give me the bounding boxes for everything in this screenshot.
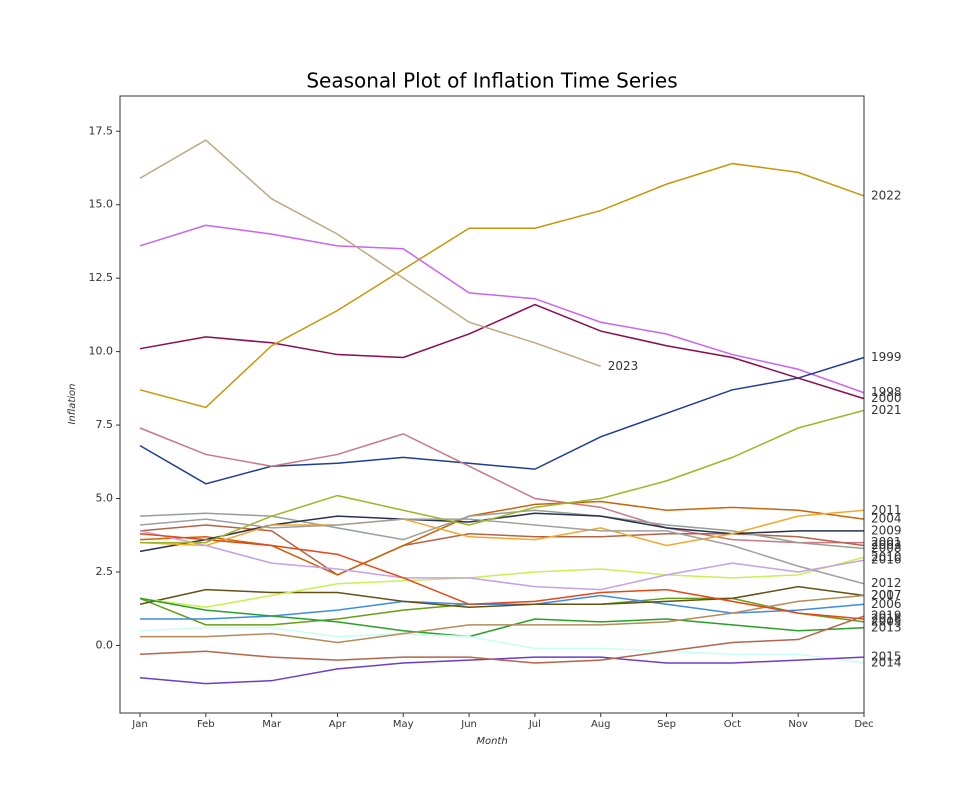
series-end-label: 2003	[871, 538, 902, 552]
series-end-label: 2021	[871, 403, 902, 417]
series-end-label: 1998	[871, 385, 902, 399]
series-line	[139, 509, 865, 547]
plot-frame	[119, 95, 865, 714]
series-line	[139, 597, 865, 638]
series-line	[139, 303, 865, 400]
y-axis-label: Inflation	[67, 383, 78, 424]
series-end-label: 2007	[871, 588, 902, 602]
series-line	[139, 615, 865, 664]
series-line	[139, 162, 865, 409]
y-tick-label: 7.5	[96, 418, 114, 431]
series-end-label: 2008	[871, 541, 902, 555]
series-line	[139, 656, 865, 685]
x-tick-label: Apr	[329, 719, 347, 730]
y-tick-label: 10.0	[89, 345, 114, 358]
y-tick-label: 2.5	[96, 565, 114, 578]
series-end-label: 2010	[871, 550, 902, 564]
series-end-label: 2018	[871, 611, 902, 625]
series-line	[139, 224, 865, 394]
series-end-label: 2005	[871, 614, 902, 628]
series-end-label: 1999	[871, 350, 902, 364]
series-end-label: 2000	[871, 391, 902, 405]
series-end-label: 2001	[871, 535, 902, 549]
series-line	[139, 533, 865, 620]
x-tick-label: May	[393, 719, 414, 730]
x-tick-label: Dec	[854, 719, 873, 730]
x-tick-label: Oct	[724, 719, 741, 730]
y-tick-label: 12.5	[89, 271, 114, 284]
y-tick-label: 0.0	[96, 638, 114, 651]
series-end-label: 2004	[871, 512, 902, 526]
series-line	[139, 512, 864, 553]
series-line	[139, 139, 601, 368]
series-line	[139, 585, 865, 608]
series-end-label: 2012	[871, 576, 902, 590]
series-line	[139, 627, 865, 664]
series-end-label: 2022	[871, 188, 902, 202]
series-end-label: 2014	[871, 656, 902, 670]
x-tick-label: Aug	[591, 719, 611, 730]
chart-title: Seasonal Plot of Inflation Time Series	[306, 69, 677, 93]
series-end-label: 2006	[871, 597, 902, 611]
series-line	[139, 530, 865, 591]
series-end-label: 2015	[871, 650, 902, 664]
x-tick-label: Feb	[197, 719, 215, 730]
series-end-label: 2017	[871, 588, 902, 602]
series-line	[139, 356, 865, 485]
series-line	[139, 556, 865, 608]
y-tick-label: 15.0	[89, 198, 114, 211]
x-tick-label: Jul	[528, 719, 541, 730]
x-axis-label: Month	[476, 736, 507, 747]
series-line	[139, 518, 865, 585]
series-end-label: 2013	[871, 620, 902, 634]
x-tick-label: Jan	[131, 719, 147, 730]
series-end-label: 2011	[871, 503, 902, 517]
y-tick-label: 5.0	[96, 492, 114, 505]
x-tick-label: Sep	[657, 719, 676, 730]
x-tick-label: Nov	[788, 719, 808, 730]
series-line	[140, 594, 865, 644]
series-line	[140, 594, 865, 620]
series-line	[139, 427, 864, 544]
x-tick-label: Mar	[262, 719, 282, 730]
series-end-label: 2023	[608, 359, 639, 373]
series-end-label: 2016	[871, 553, 902, 567]
series-end-label: 2019	[871, 609, 902, 623]
y-tick-label: 17.5	[89, 124, 114, 137]
series-line	[140, 409, 865, 544]
x-tick-label: Jun	[460, 719, 477, 730]
series-line	[139, 524, 865, 576]
series-end-label: 2009	[871, 523, 902, 537]
